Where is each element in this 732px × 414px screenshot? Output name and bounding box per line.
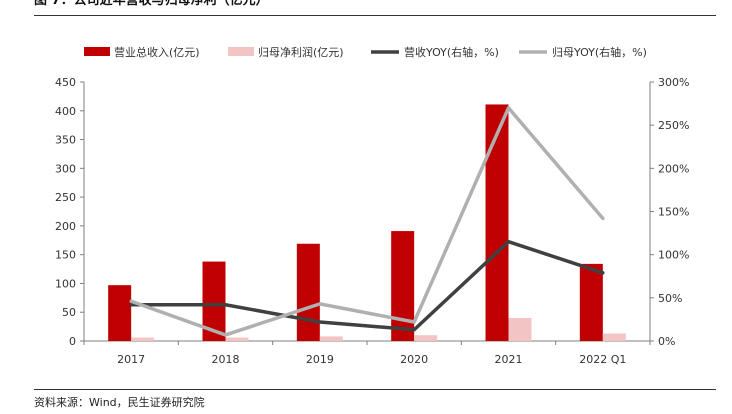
bar-revenue [296, 243, 320, 341]
y-left-tick-label: 450 [55, 76, 76, 89]
line-net-profit-yoy [129, 106, 605, 337]
y-left-tick-label: 50 [62, 306, 76, 319]
y-right-tick-label: 100% [658, 249, 689, 262]
y-right-tick-label: 250% [658, 119, 689, 132]
bar-revenue [485, 104, 509, 342]
legend-label: 归母净利润(亿元) [258, 45, 344, 59]
x-tick-label: 2017 [117, 353, 145, 366]
y-left-tick-label: 150 [55, 249, 76, 262]
x-tick-label: 2020 [400, 353, 428, 366]
y-left-tick-label: 250 [55, 191, 76, 204]
legend-swatch [84, 47, 110, 56]
y-right-tick-label: 150% [658, 206, 689, 219]
y-left-tick-label: 100 [55, 277, 76, 290]
bar-revenue [202, 261, 226, 341]
bar-net-profit [131, 337, 155, 341]
x-tick-label: 2022 Q1 [579, 353, 626, 366]
source-note: 资料来源：Wind，民生证券研究院 [34, 396, 205, 409]
bar-revenue [391, 231, 415, 341]
x-tick-label: 2021 [495, 353, 523, 366]
bar-net-profit [225, 337, 249, 341]
x-tick-label: 2018 [212, 353, 240, 366]
bars [108, 104, 626, 342]
y-left-tick-label: 400 [55, 105, 76, 118]
source-divider [34, 389, 716, 390]
bar-net-profit [602, 333, 626, 341]
bar-net-profit [414, 335, 438, 341]
legend-label: 营收YOY(右轴，%) [404, 45, 499, 59]
x-tick-label: 2019 [306, 353, 334, 366]
legend: 营业总收入(亿元) 归母净利润(亿元) 营收YOY(右轴，%) 归母YOY(右轴，%) [84, 45, 647, 59]
y-left-tick-label: 300 [55, 162, 76, 175]
y-right-tick-label: 200% [658, 162, 689, 175]
y-left-tick-label: 200 [55, 220, 76, 233]
line-revenue-yoy [129, 239, 605, 332]
y-left-tick-label: 350 [55, 134, 76, 147]
legend-swatch [228, 47, 254, 56]
title-divider [34, 15, 716, 16]
y-right-tick-label: 300% [658, 76, 689, 89]
axes: 0 50 100 150 200 250 300 350 400 450 0% 50% 100% 150%… [55, 76, 689, 366]
chart: 营业总收入(亿元) 归母净利润(亿元) 营收YOY(右轴，%) 归母YOY(右轴，%)… [55, 45, 689, 366]
y-left-tick-label: 0 [69, 335, 76, 348]
bar-net-profit [508, 317, 532, 341]
bar-net-profit [319, 336, 343, 341]
y-right-tick-label: 50% [658, 292, 682, 305]
chart-title: 图 7：公司近年营收与归母净利（亿元） [34, 0, 269, 8]
y-right-tick-label: 0% [658, 335, 675, 348]
bar-revenue [579, 263, 603, 341]
legend-label: 营业总收入(亿元) [114, 45, 200, 59]
legend-label: 归母YOY(右轴，%) [552, 45, 647, 59]
lines [129, 106, 605, 337]
bar-revenue [108, 285, 132, 341]
